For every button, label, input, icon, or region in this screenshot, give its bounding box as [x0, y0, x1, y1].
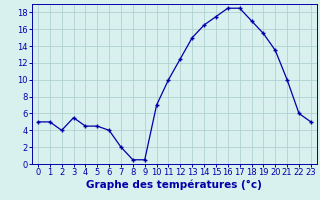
X-axis label: Graphe des températures (°c): Graphe des températures (°c) — [86, 180, 262, 190]
